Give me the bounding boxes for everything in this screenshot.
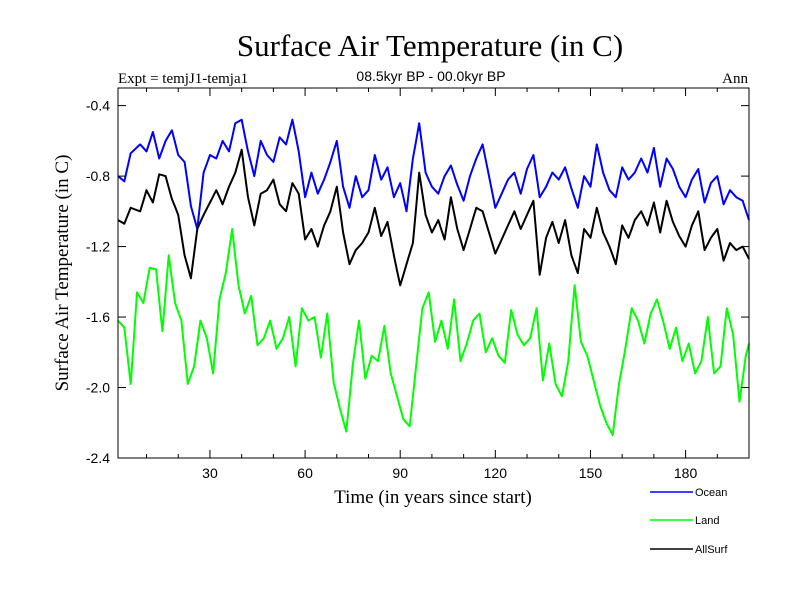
y-axis-label: Surface Air Temperature (in C) [52, 155, 73, 392]
x-tick-label: 30 [202, 465, 218, 481]
axis-ticks: -0.4 -0.8 -1.2 -1.6 -2.0 -2.4 30 60 90 120 150 180 [86, 88, 749, 481]
season-label: Ann [722, 71, 748, 87]
plot-frame [117, 87, 750, 459]
series-layer [117, 118, 750, 437]
y-tick-label: -1.6 [86, 309, 110, 325]
y-tick-label: -2.0 [86, 380, 110, 396]
legend-label-ocean: Ocean [695, 487, 727, 499]
y-tick-label: -2.4 [86, 450, 110, 466]
x-axis-label: Time (in years since start) [334, 487, 532, 508]
series-line-allsurf [117, 148, 750, 287]
series-line-ocean [117, 118, 750, 230]
y-tick-label: -1.2 [86, 239, 110, 255]
legend-label-allsurf: AllSurf [695, 544, 728, 556]
chart-title: Surface Air Temperature (in C) [237, 28, 623, 63]
chart-subtitle: 08.5kyr BP - 00.0kyr BP [356, 68, 505, 84]
series-line-land [117, 228, 750, 437]
x-tick-label: 60 [297, 465, 313, 481]
x-tick-label: 150 [579, 465, 603, 481]
x-tick-label: 120 [484, 465, 508, 481]
y-tick-label: -0.8 [86, 168, 110, 184]
legend: Ocean Land AllSurf [650, 487, 728, 556]
x-tick-label: 90 [392, 465, 408, 481]
x-tick-label: 180 [674, 465, 698, 481]
experiment-label: Expt = temjJ1-temja1 [118, 71, 248, 87]
y-tick-label: -0.4 [86, 98, 110, 114]
legend-label-land: Land [695, 515, 719, 527]
